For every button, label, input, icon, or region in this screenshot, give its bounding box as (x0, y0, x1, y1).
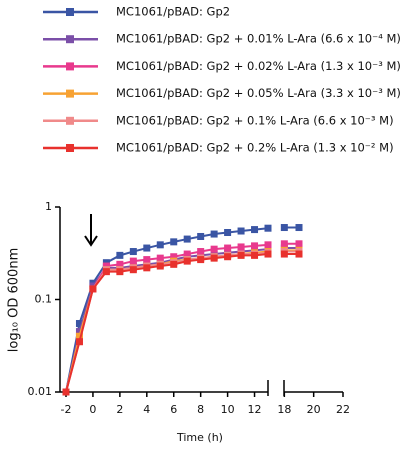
data-point (264, 241, 272, 249)
data-point (75, 328, 83, 336)
data-point (264, 250, 272, 258)
data-point (295, 240, 303, 248)
data-point (237, 251, 245, 259)
data-point (280, 240, 288, 248)
data-point (156, 241, 164, 249)
legend-marker (66, 8, 74, 16)
legend-label: MC1061/pBAD: Gp2 (116, 5, 230, 19)
series-line (65, 242, 299, 393)
data-point (210, 254, 218, 262)
data-point (156, 254, 164, 262)
legend-marker (66, 62, 74, 71)
x-tick-label: 2 (116, 403, 123, 416)
data-point (183, 235, 191, 243)
legend-marker (66, 116, 74, 125)
data-point (251, 226, 259, 234)
data-point (156, 262, 164, 270)
data-point (197, 232, 205, 240)
data-point (75, 332, 83, 340)
data-point (224, 229, 232, 237)
data-point (129, 257, 137, 265)
data-point (62, 388, 70, 396)
y-axis-label: log₁₀ OD 600nm (7, 248, 22, 352)
x-tick-label: 6 (170, 403, 177, 416)
data-point (143, 256, 151, 264)
y-tick-label: 1 (45, 200, 52, 213)
x-tick-label: 22 (336, 403, 350, 416)
y-tick-label: 0.01 (28, 385, 53, 398)
data-point (237, 243, 245, 251)
data-point (280, 250, 288, 258)
data-point (210, 245, 218, 253)
legend-label: MC1061/pBAD: Gp2 + 0.01% L-Ara (6.6 x 10… (116, 32, 401, 46)
x-tick-label: 4 (143, 403, 150, 416)
data-point (280, 224, 288, 232)
data-point (170, 253, 178, 261)
data-point (89, 285, 97, 293)
data-point (102, 268, 110, 276)
data-point (116, 268, 124, 276)
data-point (116, 260, 124, 268)
data-point (102, 262, 110, 270)
data-point (116, 251, 124, 259)
data-point (143, 264, 151, 272)
data-point (264, 224, 272, 232)
y-tick-label: 0.1 (35, 293, 53, 306)
legend-marker (66, 35, 74, 44)
x-axis-label: Time (h) (176, 431, 223, 444)
x-tick-label: 0 (89, 403, 96, 416)
data-point (224, 253, 232, 261)
arrow (84, 214, 98, 247)
data-point (197, 256, 205, 264)
data-point (251, 251, 259, 259)
legend-label: MC1061/pBAD: Gp2 + 0.02% L-Ara (1.3 x 10… (116, 59, 401, 73)
x-tick-label: 10 (221, 403, 235, 416)
x-tick-label: 18 (277, 403, 291, 416)
data-point (183, 250, 191, 258)
data-point (129, 248, 137, 256)
data-point (170, 260, 178, 268)
legend-label: MC1061/pBAD: Gp2 + 0.2% L-Ara (1.3 x 10⁻… (116, 141, 394, 155)
data-point (295, 250, 303, 258)
data-point (75, 338, 83, 346)
data-point (170, 238, 178, 246)
legend-marker (66, 89, 74, 98)
data-point (224, 244, 232, 252)
data-point (197, 248, 205, 256)
data-point (143, 244, 151, 252)
data-point (183, 257, 191, 265)
x-tick-label: 8 (197, 403, 204, 416)
data-point (237, 227, 245, 235)
legend-label: MC1061/pBAD: Gp2 + 0.05% L-Ara (3.3 x 10… (116, 86, 401, 100)
x-tick-label: 12 (248, 403, 262, 416)
x-tick-label: 20 (307, 403, 321, 416)
data-point (295, 224, 303, 232)
legend-marker (66, 144, 74, 152)
data-point (210, 230, 218, 238)
data-point (129, 266, 137, 274)
data-point (251, 242, 259, 250)
data-point (75, 320, 83, 328)
x-tick-label: -2 (61, 403, 72, 416)
legend-label: MC1061/pBAD: Gp2 + 0.1% L-Ara (6.6 x 10⁻… (116, 113, 394, 127)
